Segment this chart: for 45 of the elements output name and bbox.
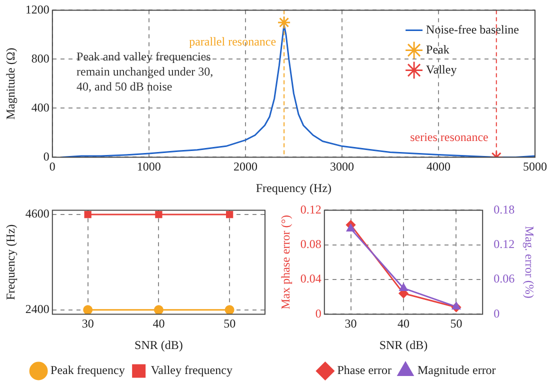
y2-tick-label: 0.18 xyxy=(494,202,515,216)
point xyxy=(452,302,460,310)
y-tick-label: 800 xyxy=(31,51,50,66)
x-tick-label: 5000 xyxy=(523,160,547,174)
y-tick-label: 0 xyxy=(43,149,50,164)
y2-tick-label: 0.12 xyxy=(494,237,515,252)
x-tick-label: 50 xyxy=(450,316,462,331)
x-tick-label: 50 xyxy=(224,316,236,331)
y2-tick-label: 0 xyxy=(494,306,500,320)
y-tick-label: 400 xyxy=(31,100,50,114)
ref-line-label: parallel resonance xyxy=(189,34,276,49)
y2-tick-label: 0.06 xyxy=(494,272,515,286)
legend-label: Valley frequency xyxy=(150,363,232,378)
y-tick-label: 0.04 xyxy=(300,272,322,286)
x-tick-label: 1000 xyxy=(136,160,161,174)
legend-label: Phase error xyxy=(337,363,392,378)
y-axis-title: Frequency (Hz) xyxy=(3,224,18,300)
y-tick-label: 0.12 xyxy=(300,202,322,216)
legend-label: Noise-free baseline xyxy=(426,22,519,36)
y2-axis-title: Mag. error (%) xyxy=(522,226,537,298)
point xyxy=(399,283,408,291)
y-tick-label: 4600 xyxy=(25,206,50,221)
legend-label: Valley xyxy=(426,62,457,76)
x-axis-title: SNR (dB) xyxy=(379,338,428,352)
legend-label: Peak xyxy=(426,42,450,56)
y-tick-label: 0 xyxy=(315,306,322,320)
legend-label: Magnitude error xyxy=(418,363,496,378)
x-tick-label: 30 xyxy=(344,316,357,331)
x-tick-label: 30 xyxy=(82,316,94,331)
y-tick-label: 2400 xyxy=(25,302,50,316)
y-axis-title: Max phase error (°) xyxy=(278,214,292,310)
point xyxy=(346,224,355,232)
x-tick-label: 2000 xyxy=(233,160,258,174)
x-tick-label: 4000 xyxy=(426,160,450,174)
annotation: Peak and valley frequencies remain unchanged under 30, 40, and 50 dB noise xyxy=(76,50,214,94)
x-axis-title: SNR (dB) xyxy=(134,338,183,352)
x-axis-title: Frequency (Hz) xyxy=(256,180,332,195)
y-axis-title: Magnitude (Ω) xyxy=(3,48,18,120)
x-tick-label: 40 xyxy=(398,316,410,331)
x-tick-label: 3000 xyxy=(330,160,354,174)
x-tick-label: 40 xyxy=(152,316,165,331)
legend-label: Peak frequency xyxy=(50,363,125,378)
y-tick-label: 0.08 xyxy=(300,237,322,252)
y-tick-label: 1200 xyxy=(25,2,50,16)
ref-line-label: series resonance xyxy=(410,130,488,144)
